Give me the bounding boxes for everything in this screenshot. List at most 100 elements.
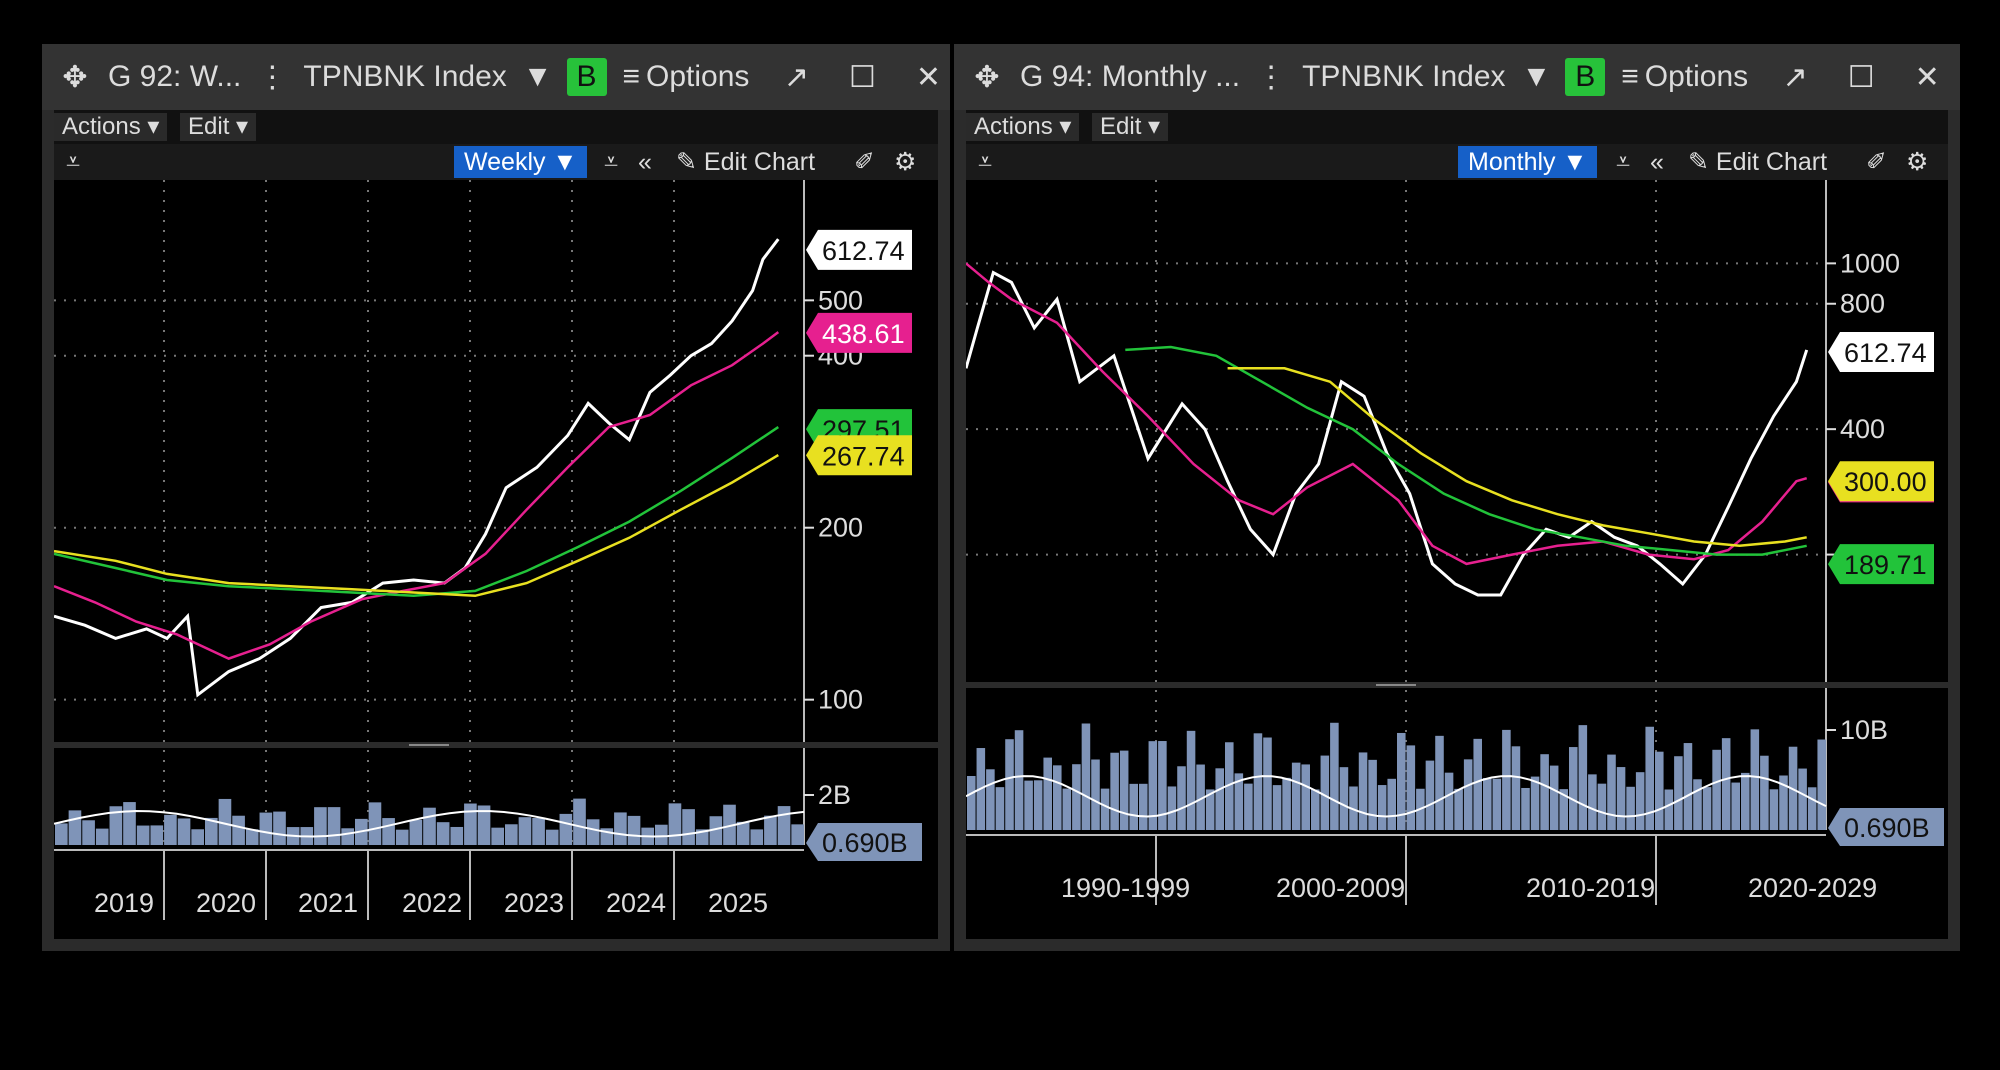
panel-titlebar: ✥ G 92: W... ⋮ TPNBNK Index ▼ B ≡ Option… bbox=[42, 44, 950, 110]
volume-bar bbox=[614, 812, 627, 845]
edit-chart-button[interactable]: ✎ Edit Chart bbox=[676, 148, 816, 176]
volume-bar bbox=[505, 824, 518, 845]
volume-bar bbox=[1607, 754, 1616, 830]
volume-bar bbox=[1167, 786, 1177, 830]
annotate-icon[interactable]: ✐ bbox=[854, 148, 875, 176]
volume-bar bbox=[736, 821, 750, 845]
volume-last-tag-label: 0.690B bbox=[1844, 813, 1930, 843]
volume-bar bbox=[1377, 785, 1387, 830]
volume-bar bbox=[1148, 741, 1158, 830]
volume-bar bbox=[1473, 738, 1482, 830]
y-tick-label: 800 bbox=[1840, 289, 1885, 319]
weekly-chart[interactable]: 100200400500612.74438.61297.51267.742B0.… bbox=[53, 180, 938, 939]
ma-value-tag-ma2-label: 189.71 bbox=[1844, 550, 1927, 580]
ticker-label[interactable]: TPNBNK Index bbox=[303, 60, 507, 93]
close-icon[interactable]: ✕ bbox=[915, 60, 941, 94]
edit-menu[interactable]: Edit ▾ bbox=[180, 113, 257, 141]
last-price-tag bbox=[1828, 331, 1934, 372]
actions-menu[interactable]: Actions ▾ bbox=[966, 113, 1080, 141]
ticker-dropdown-icon[interactable]: ▼ bbox=[522, 60, 553, 93]
hamburger-icon[interactable]: ≡ bbox=[1621, 60, 1639, 93]
volume-last-tag-label: 0.690B bbox=[822, 828, 908, 858]
series-line-ma2 bbox=[1125, 345, 1807, 556]
volume-bar bbox=[1578, 725, 1588, 830]
volume-bar bbox=[1674, 756, 1683, 830]
series-line-ma1 bbox=[53, 331, 780, 660]
monthly-chart[interactable]: 2004008001000612.74298.11189.71300.0010B… bbox=[964, 180, 1960, 939]
more-icon[interactable]: ⋮ bbox=[1256, 60, 1287, 94]
volume-bar bbox=[68, 810, 82, 845]
volume-bar bbox=[232, 815, 245, 845]
volume-bar bbox=[491, 827, 504, 845]
maximize-icon[interactable]: ☐ bbox=[1847, 60, 1875, 94]
bloomberg-badge[interactable]: B bbox=[1565, 58, 1606, 96]
volume-bar bbox=[368, 802, 382, 845]
volume-bar bbox=[627, 815, 641, 845]
volume-bar bbox=[1444, 772, 1454, 830]
frequency-dropdown[interactable]: Weekly ▼ bbox=[454, 146, 588, 178]
volume-bar bbox=[545, 829, 559, 845]
x-tick-label: 1990-1999 bbox=[1061, 873, 1190, 903]
volume-bar bbox=[1291, 762, 1301, 830]
volume-bar bbox=[1597, 783, 1607, 830]
volume-y-tick-label: 10B bbox=[1840, 715, 1888, 745]
volume-bar bbox=[450, 826, 464, 845]
ticker-dropdown-icon[interactable]: ▼ bbox=[1521, 60, 1552, 93]
volume-bar bbox=[82, 820, 95, 845]
y-tick-label: 200 bbox=[818, 513, 863, 543]
filter-icon-2[interactable]: ⩡ bbox=[604, 148, 619, 176]
volume-bar bbox=[1549, 765, 1559, 830]
volume-bar bbox=[1024, 780, 1033, 830]
panel-titlebar: ✥ G 94: Monthly ... ⋮ TPNBNK Index ▼ B ≡… bbox=[954, 44, 1960, 110]
volume-bar bbox=[1177, 766, 1186, 830]
volume-bar bbox=[1626, 786, 1635, 830]
filter-icon[interactable]: ⩡ bbox=[978, 148, 993, 176]
frequency-dropdown[interactable]: Monthly ▼ bbox=[1458, 146, 1598, 178]
volume-last-tag bbox=[1828, 808, 1944, 846]
x-tick-label: 2023 bbox=[504, 888, 564, 918]
volume-bar bbox=[764, 815, 777, 845]
bloomberg-badge[interactable]: B bbox=[566, 58, 607, 96]
last-price-tag-label: 612.74 bbox=[1844, 338, 1927, 368]
filter-icon[interactable]: ⩡ bbox=[66, 148, 81, 176]
options-button[interactable]: Options bbox=[1644, 60, 1749, 93]
volume-bar bbox=[1062, 788, 1072, 830]
volume-bar bbox=[1282, 777, 1291, 830]
ma-value-tag-ma1-label: 438.61 bbox=[822, 319, 905, 349]
volume-bar bbox=[1129, 783, 1138, 830]
more-icon[interactable]: ⋮ bbox=[257, 60, 288, 94]
ticker-label[interactable]: TPNBNK Index bbox=[1302, 60, 1506, 93]
annotate-icon[interactable]: ✐ bbox=[1866, 148, 1887, 176]
volume-bar bbox=[1320, 755, 1330, 830]
volume-bar bbox=[1397, 732, 1406, 830]
volume-bar bbox=[382, 818, 395, 845]
volume-bar bbox=[150, 825, 164, 845]
actions-menu[interactable]: Actions ▾ bbox=[54, 113, 168, 141]
hamburger-icon[interactable]: ≡ bbox=[622, 60, 641, 93]
settings-icon[interactable]: ⚙ bbox=[1906, 148, 1929, 176]
volume-bar bbox=[1569, 747, 1578, 830]
volume-bar bbox=[177, 818, 191, 845]
edit-menu[interactable]: Edit ▾ bbox=[1092, 113, 1169, 141]
move-icon[interactable]: ✥ bbox=[62, 60, 88, 94]
rewind-icon[interactable]: « bbox=[638, 148, 652, 176]
move-icon[interactable]: ✥ bbox=[974, 60, 1000, 94]
volume-bar bbox=[1139, 783, 1148, 830]
volume-bar bbox=[1091, 759, 1100, 830]
close-icon[interactable]: ✕ bbox=[1914, 60, 1940, 94]
volume-bar bbox=[723, 804, 736, 845]
rewind-icon[interactable]: « bbox=[1650, 148, 1664, 176]
volume-bar bbox=[1463, 759, 1473, 830]
settings-icon[interactable]: ⚙ bbox=[894, 148, 917, 176]
volume-bar bbox=[218, 798, 232, 845]
maximize-icon[interactable]: ☐ bbox=[848, 60, 876, 94]
volume-average-line bbox=[53, 809, 805, 838]
filter-icon-2[interactable]: ⩡ bbox=[1616, 148, 1631, 176]
popout-icon[interactable]: ↗ bbox=[1782, 60, 1808, 94]
volume-bar bbox=[1119, 750, 1129, 830]
popout-icon[interactable]: ↗ bbox=[783, 60, 809, 94]
edit-chart-button[interactable]: ✎ Edit Chart bbox=[1688, 148, 1828, 176]
volume-bar bbox=[1301, 764, 1310, 830]
options-button[interactable]: Options bbox=[646, 60, 750, 93]
volume-bar bbox=[1186, 730, 1196, 830]
